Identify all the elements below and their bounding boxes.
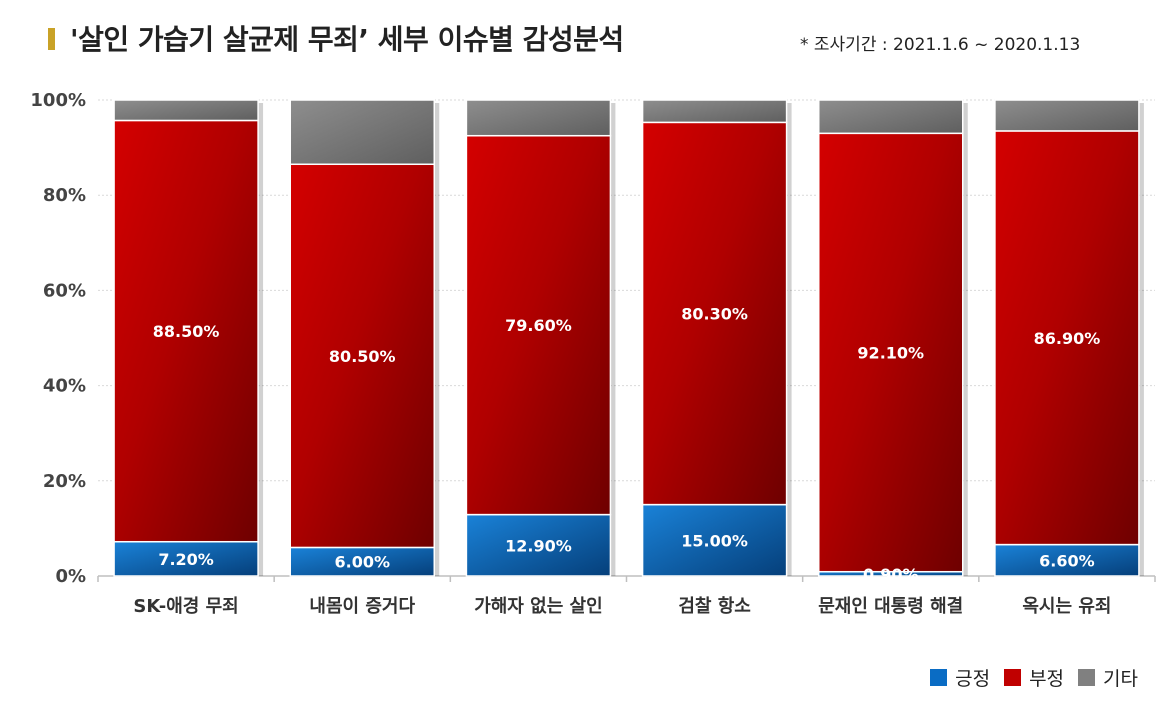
bar-segment-positive — [641, 503, 788, 577]
data-label-positive: 6.60% — [1039, 551, 1095, 570]
data-label-negative: 80.30% — [681, 304, 748, 323]
data-label-negative: 92.10% — [857, 344, 924, 363]
data-label-negative: 80.50% — [329, 347, 396, 366]
legend-label-positive: 긍정 — [955, 668, 991, 690]
data-label-negative: 88.50% — [153, 322, 220, 341]
data-label-negative: 79.60% — [505, 316, 572, 335]
legend-item-other: 기타 — [1078, 664, 1138, 691]
x-tick-label: 검찰 항소 — [678, 596, 751, 617]
y-tick-label: 60% — [43, 280, 86, 301]
title-marker — [48, 28, 55, 50]
bar-segment-positive — [465, 513, 612, 577]
bar-segment-other — [113, 99, 259, 122]
chart-title: '살인 가습기 살균제 무죄’ 세부 이슈별 감성분석 — [70, 23, 624, 56]
data-label-positive: 15.00% — [681, 531, 748, 550]
legend-item-negative: 부정 — [1004, 664, 1064, 691]
bar-segment-other — [641, 99, 788, 124]
legend-label-negative: 부정 — [1029, 668, 1065, 690]
bar-segment-negative — [994, 130, 1140, 546]
x-tick-label: 옥시는 유죄 — [1022, 596, 1111, 617]
bar-segment-other — [465, 99, 612, 137]
data-label-positive: 6.00% — [334, 553, 390, 572]
bar-segment-negative — [818, 132, 964, 573]
data-label-negative: 86.90% — [1034, 329, 1101, 348]
y-tick-label: 40% — [43, 376, 86, 397]
bar-segment-negative — [289, 163, 435, 549]
y-tick-label: 20% — [43, 471, 86, 492]
legend-swatch-positive — [930, 669, 948, 686]
bar-segment-negative — [641, 121, 788, 506]
x-tick-label: 내몸이 증거다 — [309, 596, 415, 617]
x-tick-label: 가해자 없는 살인 — [474, 596, 602, 617]
x-tick-label: SK-애경 무죄 — [133, 596, 238, 617]
data-label-positive: 12.90% — [505, 536, 572, 555]
y-tick-label: 0% — [55, 566, 86, 587]
legend-swatch-negative — [1004, 669, 1022, 686]
legend-item-positive: 긍정 — [930, 664, 990, 691]
bar-segment-positive — [994, 543, 1140, 577]
bar-segment-other — [994, 99, 1140, 132]
x-tick-label: 문재인 대통령 해결 — [818, 596, 963, 617]
bar-segment-negative — [113, 119, 259, 543]
chart-legend: 긍정 부정 기타 — [916, 664, 1138, 691]
data-label-positive: 7.20% — [158, 550, 214, 569]
legend-label-other: 기타 — [1103, 668, 1138, 690]
y-tick-label: 100% — [30, 90, 86, 111]
legend-swatch-other — [1078, 669, 1096, 686]
bar-segment-negative — [465, 134, 612, 516]
data-label-positive: 0.90% — [863, 565, 919, 584]
bar-segment-other — [818, 99, 964, 135]
bar-segment-other — [289, 99, 435, 166]
y-tick-label: 80% — [43, 185, 86, 206]
survey-period: * 조사기간 : 2021.1.6 ~ 2020.1.13 — [800, 35, 1081, 55]
